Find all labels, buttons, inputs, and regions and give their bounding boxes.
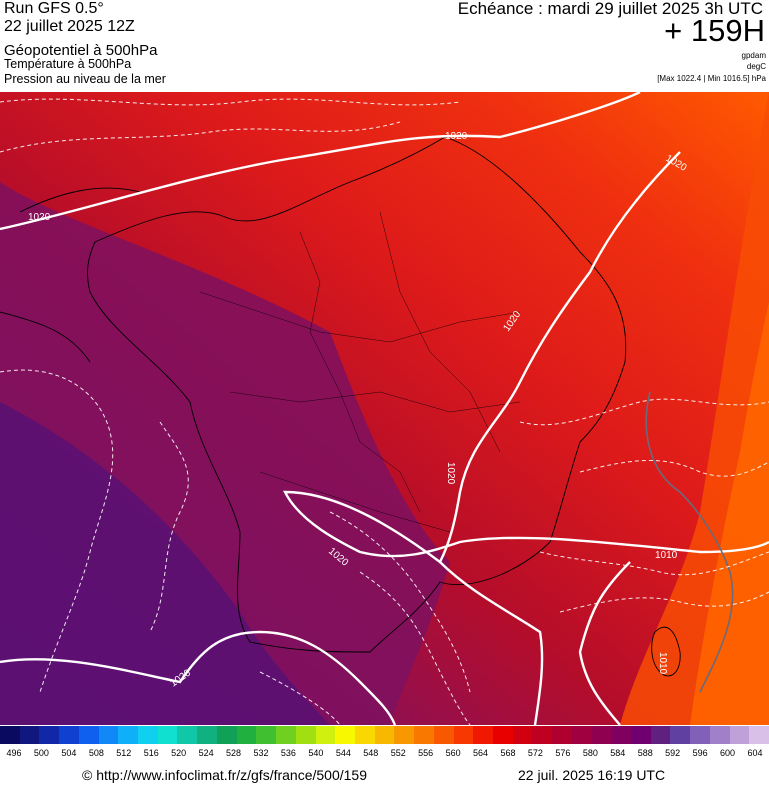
scale-tick-label: 564: [473, 748, 489, 758]
scale-tick-label: 596: [692, 748, 708, 758]
scale-tick-label: 520: [171, 748, 187, 758]
isobar-label: 1020: [28, 212, 51, 223]
scale-swatch: [335, 726, 355, 744]
scale-tick-label: 572: [527, 748, 543, 758]
scale-swatch: [177, 726, 198, 744]
scale-tick-label: 512: [116, 748, 132, 758]
magenta-zone: [0, 182, 450, 725]
scale-tick-label: 552: [390, 748, 406, 758]
scale-tick-label: 584: [610, 748, 626, 758]
scale-swatch: [78, 726, 99, 744]
generation-timestamp: 22 juil. 2025 16:19 UTC: [518, 767, 666, 783]
isobar-label: 1020: [445, 462, 456, 485]
scale-tick-label: 580: [582, 748, 598, 758]
temperature-isotherms: [0, 98, 769, 725]
scale-swatch: [354, 726, 375, 744]
scale-swatch: [571, 726, 592, 744]
scale-swatch: [276, 726, 296, 744]
scale-swatch: [650, 726, 671, 744]
scale-swatch: [216, 726, 237, 744]
scale-swatch: [709, 726, 730, 744]
scale-swatch: [473, 726, 493, 744]
scale-swatch: [138, 726, 158, 744]
scale-swatch: [453, 726, 474, 744]
scale-tick-label: 532: [253, 748, 269, 758]
run-model-label: Run GFS 0.5°: [4, 0, 104, 17]
forecast-valid-time: Echéance : mardi 29 juillet 2025 3h UTC: [457, 0, 763, 18]
isobars: [0, 92, 769, 725]
scale-swatch: [394, 726, 415, 744]
scale-tick-label: 540: [308, 748, 324, 758]
scale-tick-label: 592: [665, 748, 681, 758]
pressure-label: Pression au niveau de la mer: [4, 72, 166, 86]
scale-swatch: [39, 726, 60, 744]
orange-zone-east: [690, 302, 769, 725]
scale-tick-label: 560: [445, 748, 461, 758]
geopotential-label: Géopotentiel à 500hPa: [4, 42, 158, 59]
scale-swatch: [19, 726, 40, 744]
scale-tick-label: 604: [747, 748, 763, 758]
isobar-label: 1010: [655, 550, 678, 561]
scale-tick-label: 500: [33, 748, 49, 758]
scale-tick-label: 528: [226, 748, 242, 758]
scale-swatch: [197, 726, 217, 744]
scale-swatch: [256, 726, 277, 744]
isobar-label: 1020: [445, 131, 468, 142]
scale-tick-label: 536: [280, 748, 296, 758]
unit-gpdam: gpdam: [741, 51, 766, 60]
scale-tick-label: 600: [720, 748, 736, 758]
scale-swatch: [157, 726, 178, 744]
scale-tick-label: 568: [500, 748, 516, 758]
scale-swatch: [631, 726, 651, 744]
color-scale-ticks: 496 500 504 508 512 516 520 524 528 532 536 540 544 5…: [0, 748, 769, 762]
forecast-hour: + 159H: [664, 13, 765, 48]
weather-map[interactable]: 1020 1020 1020 1020 1020 1020 1020 1010 …: [0, 92, 769, 725]
scale-swatch: [374, 726, 395, 744]
scale-tick-label: 516: [143, 748, 159, 758]
source-credit: © http://www.infoclimat.fr/z/gfs/france/…: [82, 767, 367, 783]
isobars-grey: [645, 391, 734, 693]
scale-tick-label: 504: [61, 748, 77, 758]
scale-swatch: [118, 726, 139, 744]
scale-swatch: [414, 726, 434, 744]
scale-tick-label: 548: [363, 748, 379, 758]
scale-swatch: [295, 726, 316, 744]
purple-zone: [0, 402, 330, 725]
scale-swatch: [611, 726, 631, 744]
scale-swatch: [552, 726, 572, 744]
scale-swatch: [236, 726, 257, 744]
scale-tick-label: 556: [418, 748, 434, 758]
scale-tick-label: 524: [198, 748, 214, 758]
pressure-range: [Max 1022.4 | Min 1016.5] hPa: [657, 74, 766, 83]
scale-swatch: [98, 726, 119, 744]
scale-swatch: [0, 726, 20, 744]
scale-swatch: [512, 726, 533, 744]
land-outline: [0, 136, 681, 677]
color-scale-bar: [0, 726, 769, 744]
scale-swatch: [59, 726, 79, 744]
scale-swatch: [749, 726, 769, 744]
scale-swatch: [433, 726, 454, 744]
scale-tick-label: 588: [637, 748, 653, 758]
scale-swatch: [315, 726, 336, 744]
temperature-label: Température à 500hPa: [4, 57, 132, 71]
scale-swatch: [729, 726, 750, 744]
scale-tick-label: 496: [6, 748, 22, 758]
region-borders: [199, 211, 521, 533]
scale-swatch: [492, 726, 513, 744]
scale-tick-label: 508: [88, 748, 104, 758]
map-header: Run GFS 0.5° 22 juillet 2025 12Z Géopote…: [0, 0, 769, 92]
isobar-label: 1010: [657, 652, 668, 675]
map-canvas: 1020 1020 1020 1020 1020 1020 1020 1010 …: [0, 92, 769, 725]
run-date: 22 juillet 2025 12Z: [4, 18, 135, 35]
scale-swatch: [670, 726, 691, 744]
scale-swatch: [690, 726, 710, 744]
scale-tick-label: 576: [555, 748, 571, 758]
scale-tick-label: 544: [335, 748, 351, 758]
scale-swatch: [532, 726, 553, 744]
unit-degc: degC: [746, 62, 766, 71]
scale-swatch: [591, 726, 612, 744]
